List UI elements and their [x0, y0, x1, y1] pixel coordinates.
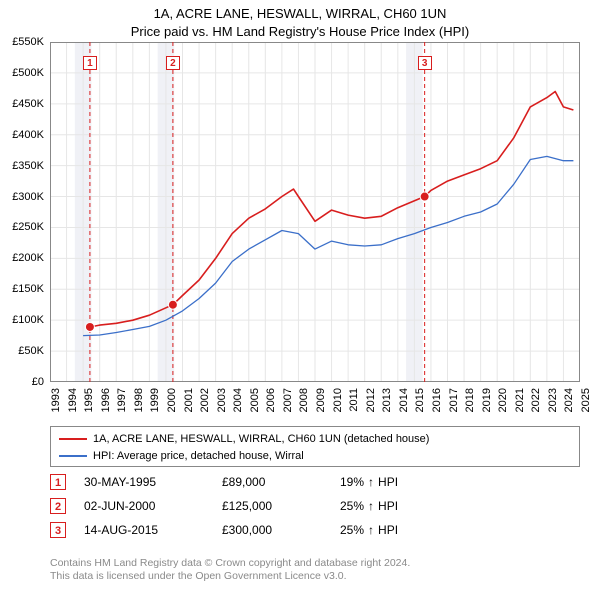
y-tick-label: £150K	[12, 283, 44, 295]
x-tick-label: 2016	[431, 388, 443, 412]
sale-date: 14-AUG-2015	[84, 523, 204, 537]
sale-price: £89,000	[222, 475, 322, 489]
x-tick-label: 1996	[100, 388, 112, 412]
chart-svg	[50, 42, 580, 382]
x-tick-label: 2013	[381, 388, 393, 412]
sale-marker-badge: 1	[83, 56, 97, 70]
x-tick-label: 2021	[514, 388, 526, 412]
y-tick-label: £0	[32, 376, 44, 388]
y-tick-label: £100K	[12, 314, 44, 326]
arrow-up-icon: ↑	[368, 475, 374, 489]
sale-hpi-pct: 25%	[340, 499, 364, 513]
sale-marker-badge: 3	[418, 56, 432, 70]
x-tick-label: 2017	[448, 388, 460, 412]
footer-line: Contains HM Land Registry data © Crown c…	[50, 557, 410, 571]
x-tick-label: 1997	[116, 388, 128, 412]
legend-swatch	[59, 438, 87, 440]
y-tick-label: £450K	[12, 98, 44, 110]
x-tick-label: 2014	[398, 388, 410, 412]
legend-item: 1A, ACRE LANE, HESWALL, WIRRAL, CH60 1UN…	[59, 431, 571, 448]
x-tick-label: 1995	[83, 388, 95, 412]
footer: Contains HM Land Registry data © Crown c…	[50, 557, 410, 584]
x-tick-label: 2024	[563, 388, 575, 412]
x-tick-label: 2000	[166, 388, 178, 412]
sale-badge: 3	[50, 522, 66, 538]
sale-hpi: 25% ↑ HPI	[340, 523, 398, 537]
x-tick-label: 2001	[183, 388, 195, 412]
x-tick-label: 2005	[249, 388, 261, 412]
sale-badge: 2	[50, 498, 66, 514]
x-tick-label: 2025	[580, 388, 592, 412]
sale-badge: 1	[50, 474, 66, 490]
y-tick-label: £50K	[18, 345, 44, 357]
y-tick-label: £200K	[12, 252, 44, 264]
y-tick-label: £400K	[12, 129, 44, 141]
sale-price: £125,000	[222, 499, 322, 513]
x-tick-label: 2011	[348, 388, 360, 412]
x-tick-label: 2010	[332, 388, 344, 412]
chart-subtitle: Price paid vs. HM Land Registry's House …	[0, 22, 600, 40]
sale-price: £300,000	[222, 523, 322, 537]
legend-swatch	[59, 455, 87, 457]
plot-area: 1 2 3	[50, 42, 580, 382]
y-tick-label: £550K	[12, 36, 44, 48]
sale-hpi-pct: 19%	[340, 475, 364, 489]
y-tick-label: £350K	[12, 160, 44, 172]
sale-hpi-label: HPI	[378, 475, 398, 489]
x-tick-label: 2023	[547, 388, 559, 412]
sale-row: 1 30-MAY-1995 £89,000 19% ↑ HPI	[50, 470, 580, 494]
y-tick-label: £500K	[12, 67, 44, 79]
sale-hpi-pct: 25%	[340, 523, 364, 537]
sale-hpi-label: HPI	[378, 523, 398, 537]
sale-row: 2 02-JUN-2000 £125,000 25% ↑ HPI	[50, 494, 580, 518]
x-tick-label: 2003	[216, 388, 228, 412]
y-tick-label: £300K	[12, 191, 44, 203]
sale-date: 30-MAY-1995	[84, 475, 204, 489]
legend-label: HPI: Average price, detached house, Wirr…	[93, 448, 304, 465]
x-tick-label: 2020	[497, 388, 509, 412]
x-tick-label: 2007	[282, 388, 294, 412]
chart-container: { "title": "1A, ACRE LANE, HESWALL, WIRR…	[0, 0, 600, 590]
sale-row: 3 14-AUG-2015 £300,000 25% ↑ HPI	[50, 518, 580, 542]
sale-hpi: 19% ↑ HPI	[340, 475, 398, 489]
chart-title: 1A, ACRE LANE, HESWALL, WIRRAL, CH60 1UN	[0, 0, 600, 22]
legend-label: 1A, ACRE LANE, HESWALL, WIRRAL, CH60 1UN…	[93, 431, 429, 448]
y-tick-label: £250K	[12, 221, 44, 233]
arrow-up-icon: ↑	[368, 523, 374, 537]
x-tick-label: 2009	[315, 388, 327, 412]
x-tick-label: 2015	[414, 388, 426, 412]
x-tick-label: 2018	[464, 388, 476, 412]
x-tick-label: 2002	[199, 388, 211, 412]
legend: 1A, ACRE LANE, HESWALL, WIRRAL, CH60 1UN…	[50, 426, 580, 467]
x-axis-labels: 1993 1994 1995 1996 1997 1998 1999 2000 2001 2002…	[50, 384, 580, 424]
sale-hpi: 25% ↑ HPI	[340, 499, 398, 513]
arrow-up-icon: ↑	[368, 499, 374, 513]
x-tick-label: 2012	[365, 388, 377, 412]
sales-table: 1 30-MAY-1995 £89,000 19% ↑ HPI 2 02-JUN-2000…	[50, 470, 580, 542]
sale-marker-badge: 2	[166, 56, 180, 70]
y-axis-labels: £0£50K£100K£150K£200K£250K£300K£350K£400…	[0, 42, 46, 382]
x-tick-label: 1998	[133, 388, 145, 412]
footer-line: This data is licensed under the Open Gov…	[50, 570, 410, 584]
sale-hpi-label: HPI	[378, 499, 398, 513]
x-tick-label: 2019	[481, 388, 493, 412]
x-tick-label: 1999	[149, 388, 161, 412]
x-tick-label: 2004	[232, 388, 244, 412]
x-tick-label: 2008	[298, 388, 310, 412]
legend-item: HPI: Average price, detached house, Wirr…	[59, 448, 571, 465]
x-tick-label: 2022	[530, 388, 542, 412]
x-tick-label: 1993	[50, 388, 62, 412]
x-tick-label: 1994	[67, 388, 79, 412]
x-tick-label: 2006	[265, 388, 277, 412]
sale-date: 02-JUN-2000	[84, 499, 204, 513]
